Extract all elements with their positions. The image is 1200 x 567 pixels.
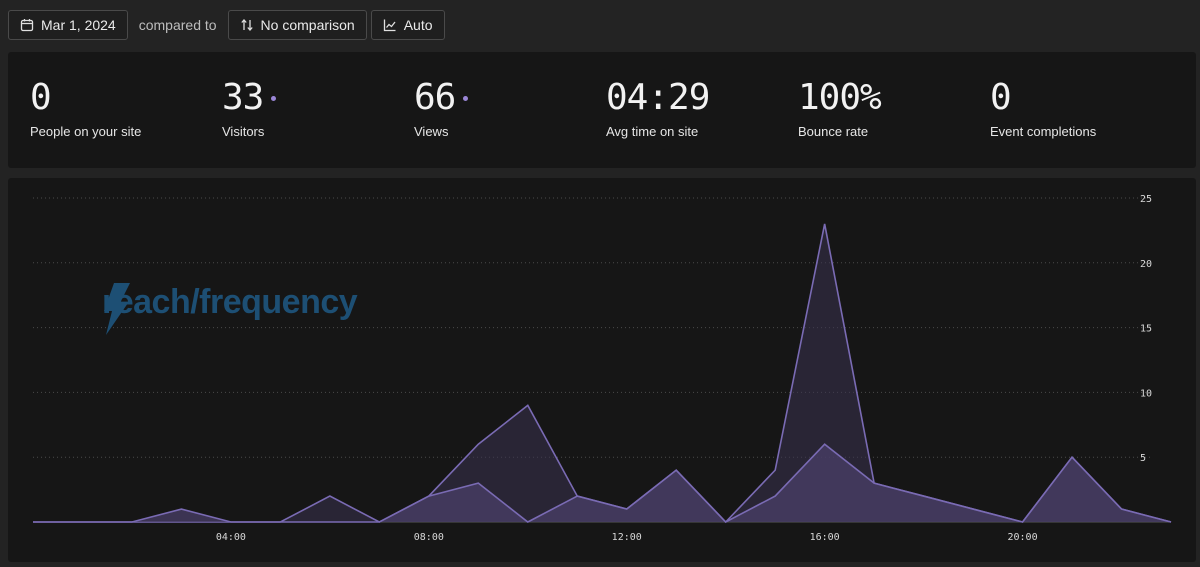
x-tick-label: 04:00: [216, 532, 246, 543]
interval-button[interactable]: Auto: [370, 10, 445, 40]
compared-to-label: compared to: [138, 17, 217, 33]
line-chart-icon: [383, 18, 397, 32]
x-tick-label: 12:00: [612, 532, 642, 543]
y-tick-label: 15: [1140, 324, 1152, 335]
date-picker-button[interactable]: Mar 1, 2024: [8, 10, 128, 40]
swap-arrows-icon: [240, 18, 254, 32]
series-dot-icon: [463, 95, 469, 101]
stat-label: Event completions: [990, 124, 1097, 139]
stat-views[interactable]: 66 Views: [414, 77, 469, 139]
interval-label: Auto: [403, 17, 433, 33]
series-dot-icon: [271, 95, 277, 101]
x-tick-label: 20:00: [1008, 532, 1038, 543]
stat-bounce-rate[interactable]: 100% Bounce rate: [798, 77, 882, 140]
stat-value: 100%: [798, 77, 882, 118]
watermark-logo: reach/frequency: [102, 283, 358, 335]
comparison-label: No comparison: [260, 17, 355, 33]
traffic-chart: 5 10 15 20 25 04:00 08:00 12:00 16:00 20:00 reac…: [8, 178, 1196, 562]
chart-grid: [33, 197, 1171, 523]
calendar-icon: [20, 18, 34, 32]
y-tick-label: 25: [1140, 194, 1152, 205]
comparison-button[interactable]: No comparison: [227, 10, 367, 40]
series-line: [33, 443, 1172, 523]
stats-panel: 0 People on your site 33 Visitors 66 Vie…: [8, 52, 1196, 168]
date-label: Mar 1, 2024: [41, 17, 116, 33]
y-tick-label: 20: [1140, 259, 1152, 270]
stat-visitors[interactable]: 33 Visitors: [222, 77, 277, 139]
lightning-bolt-icon: [104, 283, 130, 335]
series-line: [33, 223, 1172, 524]
stat-value: 0: [990, 77, 1012, 118]
y-tick-label: 10: [1140, 388, 1152, 399]
stat-label: Avg time on site: [606, 124, 699, 139]
stat-value: 04:29: [606, 77, 710, 118]
toolbar: Mar 1, 2024 compared to No comparison Au…: [8, 9, 445, 41]
stat-value: 0: [30, 77, 52, 118]
stat-label: People on your site: [30, 124, 142, 139]
stat-value: 33: [222, 77, 264, 118]
stat-value: 66: [414, 77, 456, 118]
stat-label: Visitors: [222, 124, 265, 139]
x-tick-label: 16:00: [810, 532, 840, 543]
stat-label: Views: [414, 124, 449, 139]
stat-label: Bounce rate: [798, 124, 869, 139]
stat-avg-time[interactable]: 04:29 Avg time on site: [606, 77, 710, 140]
x-tick-label: 08:00: [414, 532, 444, 543]
stat-people-on-site[interactable]: 0 People on your site: [30, 77, 142, 140]
series-area: [33, 444, 1171, 522]
chart-series: [33, 223, 1172, 524]
watermark-text: reach/frequency: [102, 283, 358, 321]
series-area: [33, 223, 1171, 523]
x-axis-ticks: 04:00 08:00 12:00 16:00 20:00: [216, 532, 1038, 543]
stat-event-completions[interactable]: 0 Event completions: [990, 77, 1097, 140]
y-axis-ticks: 5 10 15 20 25: [1140, 194, 1152, 464]
chart-canvas[interactable]: 5 10 15 20 25 04:00 08:00 12:00 16:00 20:00: [8, 178, 1196, 562]
y-tick-label: 5: [1140, 453, 1146, 464]
